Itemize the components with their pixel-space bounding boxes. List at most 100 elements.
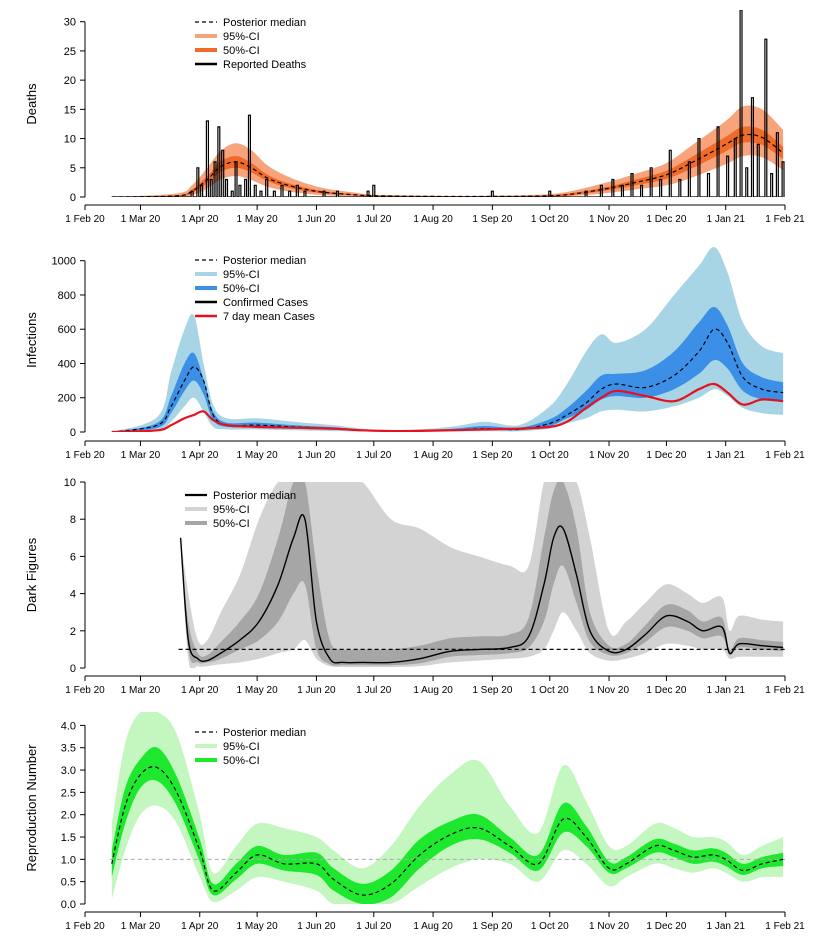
plot-area bbox=[178, 482, 785, 668]
x-tick-label: 1 Oct 20 bbox=[531, 921, 569, 932]
median-line bbox=[111, 328, 784, 432]
x-tick-label: 1 Apr 20 bbox=[181, 214, 219, 225]
y-tick-label: 1.5 bbox=[61, 832, 76, 844]
x-tick-label: 1 Feb 21 bbox=[765, 214, 805, 225]
y-axis: 0.0 0.5 1.0 1.5 2.0 2.5 3.0 3.5 4.0 bbox=[61, 720, 86, 911]
y-axis: 0 2 4 6 8 10 bbox=[64, 477, 86, 675]
x-tick-label: 1 Jan 21 bbox=[707, 921, 746, 932]
x-tick-label: 1 May 20 bbox=[237, 685, 279, 696]
x-tick-label: 1 Mar 20 bbox=[121, 214, 161, 225]
y-tick-label: 0.0 bbox=[61, 899, 76, 911]
legend-label: Confirmed Cases bbox=[223, 297, 308, 309]
x-tick-label: 1 Aug 20 bbox=[413, 214, 453, 225]
x-tick-label: 1 Jul 20 bbox=[356, 921, 391, 932]
legend: Posterior median 95%-CI 50%-CI bbox=[195, 727, 306, 767]
x-tick-label: 1 Jul 20 bbox=[356, 450, 391, 461]
y-tick-label: 4.0 bbox=[61, 720, 76, 732]
y-tick-label: 20 bbox=[64, 75, 76, 87]
y-tick-label: 0.5 bbox=[61, 877, 76, 889]
x-axis: 1 Feb 20 1 Mar 20 1 Apr 20 1 May 20 1 Jun 20… bbox=[65, 204, 805, 225]
legend-label: 50%-CI bbox=[223, 755, 260, 767]
x-tick-label: 1 Mar 20 bbox=[121, 921, 161, 932]
y-tick-label: 3.5 bbox=[61, 743, 76, 755]
x-tick-label: 1 Sep 20 bbox=[472, 685, 512, 696]
x-tick-label: 1 Mar 20 bbox=[121, 685, 161, 696]
ci50-band bbox=[111, 306, 784, 432]
x-tick-label: 1 Jun 20 bbox=[297, 921, 336, 932]
x-tick-label: 1 Feb 20 bbox=[65, 214, 105, 225]
legend: Posterior median 95%-CI 50%-CI Confirmed Ca… bbox=[195, 255, 315, 323]
x-tick-label: 1 Apr 20 bbox=[181, 450, 219, 461]
y-axis-label: Infections bbox=[24, 312, 39, 368]
reported-deaths-series bbox=[111, 10, 785, 197]
x-tick-label: 1 Feb 21 bbox=[765, 921, 805, 932]
x-tick-label: 1 Oct 20 bbox=[531, 214, 569, 225]
legend-label: Reported Deaths bbox=[223, 59, 307, 71]
legend-label: 50%-CI bbox=[223, 283, 260, 295]
legend-label: Posterior median bbox=[223, 17, 306, 29]
x-tick-label: 1 Oct 20 bbox=[531, 685, 569, 696]
y-tick-label: 3.0 bbox=[61, 765, 76, 777]
y-axis-label: Deaths bbox=[24, 83, 39, 125]
x-tick-label: 1 Apr 20 bbox=[181, 921, 219, 932]
x-axis: 1 Feb 20 1 Mar 20 1 Apr 20 1 May 20 1 Jun 20… bbox=[65, 911, 805, 932]
x-tick-label: 1 Dec 20 bbox=[646, 450, 686, 461]
x-tick-label: 1 Jan 21 bbox=[707, 685, 746, 696]
y-tick-label: 200 bbox=[58, 393, 76, 405]
legend-label: 95%-CI bbox=[223, 741, 260, 753]
x-tick-label: 1 Jun 20 bbox=[297, 214, 336, 225]
legend-label: 50%-CI bbox=[213, 518, 250, 530]
y-tick-label: 6 bbox=[70, 551, 76, 563]
median-line bbox=[111, 133, 784, 197]
legend-label: 95%-CI bbox=[223, 31, 260, 43]
legend-label: 50%-CI bbox=[223, 45, 260, 57]
x-tick-label: 1 Nov 20 bbox=[589, 685, 629, 696]
y-axis-label: Dark Figures bbox=[24, 537, 39, 612]
y-tick-label: 0 bbox=[70, 663, 76, 675]
y-tick-label: 8 bbox=[70, 514, 76, 526]
legend-label: Posterior median bbox=[223, 727, 306, 739]
ci50-band bbox=[111, 747, 784, 904]
y-axis-label: Reproduction Number bbox=[24, 744, 39, 872]
legend-label: Posterior median bbox=[213, 490, 296, 502]
y-tick-label: 0 bbox=[70, 192, 76, 204]
x-tick-label: 1 Jan 21 bbox=[707, 214, 746, 225]
x-tick-label: 1 Feb 21 bbox=[765, 685, 805, 696]
y-tick-label: 25 bbox=[64, 46, 76, 58]
legend-label: Posterior median bbox=[223, 255, 306, 267]
x-tick-label: 1 Nov 20 bbox=[589, 214, 629, 225]
y-tick-label: 4 bbox=[70, 589, 76, 601]
x-tick-label: 1 Apr 20 bbox=[181, 685, 219, 696]
x-tick-label: 1 Sep 20 bbox=[472, 214, 512, 225]
y-axis: 0 5 10 15 20 25 30 bbox=[64, 17, 86, 204]
x-tick-label: 1 May 20 bbox=[237, 921, 279, 932]
ci95-band bbox=[111, 712, 784, 904]
ci50-band bbox=[111, 126, 784, 197]
x-tick-label: 1 Sep 20 bbox=[472, 921, 512, 932]
x-tick-label: 1 Feb 20 bbox=[65, 921, 105, 932]
y-tick-label: 10 bbox=[64, 134, 76, 146]
legend-label: 95%-CI bbox=[213, 504, 250, 516]
x-tick-label: 1 Feb 21 bbox=[765, 450, 805, 461]
x-tick-label: 1 Jan 21 bbox=[707, 450, 746, 461]
x-tick-label: 1 Dec 20 bbox=[646, 921, 686, 932]
y-tick-label: 600 bbox=[58, 324, 76, 336]
x-tick-label: 1 Feb 20 bbox=[65, 685, 105, 696]
mean7-line bbox=[111, 382, 784, 432]
y-tick-label: 5 bbox=[70, 163, 76, 175]
y-tick-label: 800 bbox=[58, 290, 76, 302]
median-line bbox=[179, 514, 784, 664]
x-tick-label: 1 Dec 20 bbox=[646, 214, 686, 225]
panel-4: 0.0 0.5 1.0 1.5 2.0 2.5 3.0 3.5 4.0 Reproduction … bbox=[24, 712, 805, 932]
x-tick-label: 1 Jun 20 bbox=[297, 685, 336, 696]
x-tick-label: 1 Aug 20 bbox=[413, 685, 453, 696]
y-tick-label: 10 bbox=[64, 477, 76, 489]
ci95-band bbox=[111, 105, 784, 197]
y-tick-label: 30 bbox=[64, 17, 76, 29]
x-tick-label: 1 Mar 20 bbox=[121, 450, 161, 461]
x-tick-label: 1 Nov 20 bbox=[589, 921, 629, 932]
x-tick-label: 1 May 20 bbox=[237, 450, 279, 461]
x-tick-label: 1 Jul 20 bbox=[356, 685, 391, 696]
panel-3: 0 2 4 6 8 10 Dark Figures 1 Feb 20 1 Mar 20 1 Apr… bbox=[24, 477, 805, 696]
